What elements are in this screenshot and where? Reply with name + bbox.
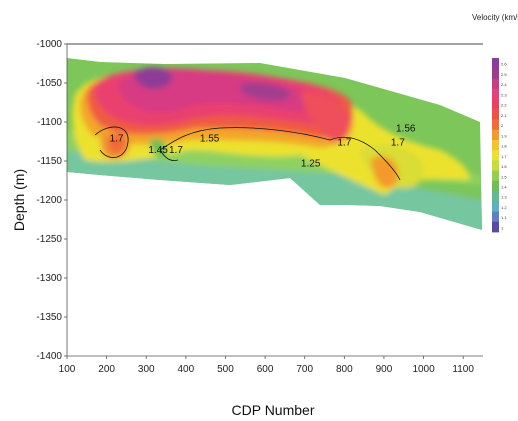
colorbar-swatch bbox=[492, 180, 499, 192]
colorbar: Velocity (km/s) 2.6 2.5 2.4 2.3 2.2 2.1 2 1.9 1.… bbox=[472, 13, 518, 233]
x-tick-label: 100 bbox=[59, 364, 76, 375]
x-axis-title: CDP Number bbox=[232, 402, 315, 418]
y-tick-label: -1250 bbox=[36, 234, 62, 245]
y-tick-label: -1050 bbox=[36, 78, 62, 89]
colorbar-tick-label: 1.7 bbox=[501, 154, 507, 159]
contour-label: 1.25 bbox=[301, 158, 321, 169]
contour-label: 1.7 bbox=[391, 137, 405, 148]
colorbar-swatch bbox=[492, 119, 499, 131]
y-tick-label: -1350 bbox=[36, 312, 62, 323]
contour-label: 1.7 bbox=[169, 145, 183, 156]
colorbar-swatch bbox=[492, 191, 499, 202]
colorbar-swatch bbox=[492, 201, 499, 212]
velocity-section bbox=[67, 58, 482, 230]
colorbar-swatch bbox=[492, 109, 499, 120]
colorbar-tick-label: 2.5 bbox=[501, 72, 507, 77]
x-tick-label: 200 bbox=[98, 364, 115, 375]
x-tick-label: 600 bbox=[257, 364, 274, 375]
y-tick-label: -1200 bbox=[36, 195, 62, 206]
colorbar-tick-label: 1.2 bbox=[501, 205, 507, 210]
contour-label: 1.7 bbox=[110, 134, 124, 145]
colorbar-swatch bbox=[492, 170, 499, 182]
y-tick-label: -1150 bbox=[37, 156, 62, 167]
x-tick-label: 800 bbox=[336, 364, 353, 375]
contour-label: 1.56 bbox=[396, 123, 416, 134]
colorbar-tick-label: 1.1 bbox=[501, 215, 507, 220]
colorbar-tick-label: 1.6 bbox=[501, 164, 507, 169]
colorbar-swatch bbox=[492, 68, 499, 79]
x-tick-label: 1100 bbox=[452, 364, 474, 375]
colorbar-tick-label: 2.1 bbox=[501, 113, 507, 118]
y-tick-label: -1000 bbox=[36, 39, 62, 50]
y-tick-label: -1400 bbox=[36, 351, 62, 362]
colorbar-swatch bbox=[492, 98, 499, 110]
colorbar-swatch bbox=[492, 88, 499, 100]
colorbar-tick-label: 2.6 bbox=[501, 62, 507, 67]
colorbar-swatch bbox=[492, 211, 499, 223]
y-axis: -1000 -1050 -1100 -1150 -1200 -1250 -1300 -1350… bbox=[11, 39, 68, 362]
y-axis-title: Depth (m) bbox=[11, 169, 27, 231]
colorbar-tick-label: 2.2 bbox=[501, 103, 507, 108]
x-tick-label: 1000 bbox=[412, 364, 435, 375]
x-tick-label: 400 bbox=[178, 364, 195, 375]
contour-label: 1.45 bbox=[148, 145, 168, 156]
colorbar-swatch bbox=[492, 221, 499, 233]
colorbar-tick-label: 1.9 bbox=[501, 133, 507, 138]
contour-label: 1.55 bbox=[200, 134, 220, 145]
colorbar-tick-label: 1.4 bbox=[501, 185, 507, 190]
x-axis: 100 200 300 400 500 600 700 800 900 1000 1100 CDP … bbox=[59, 355, 483, 418]
x-tick-label: 500 bbox=[217, 364, 234, 375]
contour-label: 1.7 bbox=[337, 137, 351, 148]
y-tick-label: -1300 bbox=[36, 273, 62, 284]
colorbar-title: Velocity (km/s) bbox=[472, 13, 518, 22]
colorbar-swatch bbox=[492, 160, 499, 171]
colorbar-swatch bbox=[492, 58, 499, 69]
colorbar-tick-label: 1.8 bbox=[501, 144, 507, 149]
colorbar-swatch bbox=[492, 78, 499, 90]
colorbar-tick-label: 1.5 bbox=[501, 174, 507, 179]
x-tick-label: 700 bbox=[296, 364, 313, 375]
contour-label-layer: 1.71.45 1.71.551.251.71.561.7 bbox=[110, 123, 416, 169]
colorbar-swatch bbox=[492, 150, 499, 161]
x-tick-label: 300 bbox=[138, 364, 155, 375]
colorbar-tick-label: 2 bbox=[501, 123, 504, 128]
colorbar-tick-label: 2.4 bbox=[501, 82, 507, 87]
x-tick-label: 900 bbox=[376, 364, 393, 375]
colorbar-swatch bbox=[492, 129, 499, 141]
colorbar-swatch bbox=[492, 139, 499, 151]
colorbar-tick-label: 1 bbox=[501, 225, 504, 230]
colorbar-tick-label: 1.3 bbox=[501, 195, 507, 200]
contour-lines bbox=[94, 126, 401, 181]
colorbar-tick-label: 2.3 bbox=[501, 92, 507, 97]
y-tick-label: -1100 bbox=[37, 117, 62, 128]
